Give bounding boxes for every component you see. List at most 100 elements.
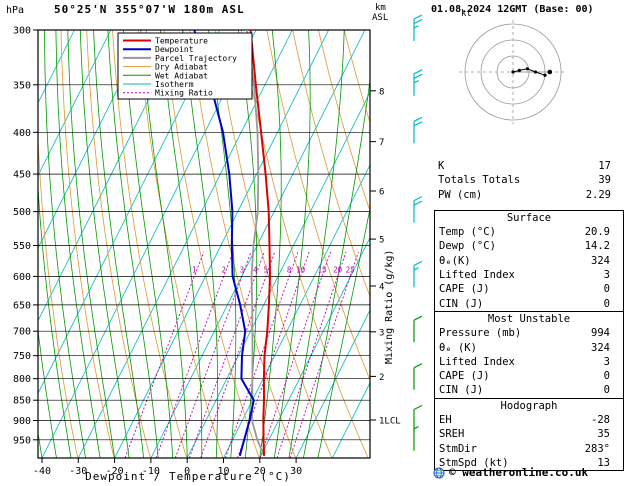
dry-adiabat-line: [38, 132, 79, 458]
stat-row: Temp (°C) 20.9: [435, 225, 623, 239]
km-tick-label: 8: [379, 87, 384, 97]
mixing-ratio-line: [200, 251, 276, 458]
stat-row: CIN (J) 0: [435, 297, 623, 311]
stat-row: θₑ(K) 324: [435, 254, 623, 268]
pressure-tick-label: 750: [13, 351, 31, 362]
stats-section: Surface Temp (°C) 20.9 Dewp (°C) 14.2 θₑ(K) 32…: [435, 211, 623, 311]
skewt-chart: 3003504004505005506006507007508008509009…: [0, 14, 429, 477]
dry-adiabat-line: [421, 30, 429, 458]
mixing-ratio-label: 2: [221, 265, 226, 274]
temperature-curve: [249, 30, 271, 456]
stat-value: 324: [591, 254, 610, 267]
stat-row: Totals Totals 39: [434, 173, 624, 187]
mixing-ratio-label: 3: [240, 265, 245, 274]
mixing-ratio-label: 25: [346, 265, 355, 274]
stat-row: StmDir 283°: [435, 442, 623, 456]
mixing-ratio-line: [174, 251, 252, 458]
legend-box: [117, 32, 253, 100]
km-tick-label: 7: [379, 138, 384, 148]
hodograph: kt: [459, 9, 567, 124]
isotherm-line: [38, 30, 112, 177]
temp-tick-label: -20: [106, 466, 124, 477]
pressure-tick-label: 900: [13, 416, 31, 427]
stat-row: Pressure (mb) 994: [435, 326, 623, 340]
globe-icon: [433, 467, 445, 478]
stat-row: CIN (J) 0: [435, 383, 623, 397]
wet-adiabat-line: [288, 30, 345, 458]
stat-label: Temp (°C): [439, 226, 496, 239]
stat-value: 39: [598, 174, 611, 187]
storm-motion-dot: [547, 69, 553, 75]
stat-value: 0: [603, 370, 610, 383]
legend-label: Parcel Trajectory: [155, 54, 237, 63]
stats-panel: K 17 Totals Totals 39 PW (cm) 2.29 Surface Temp…: [434, 159, 624, 472]
mixing-ratio-label: 8: [287, 265, 292, 274]
temp-tick-label: -30: [69, 466, 87, 477]
stat-label: StmDir: [439, 442, 477, 455]
mixing-ratio-line: [188, 251, 265, 458]
hodo-trace-point: [517, 68, 521, 72]
mixing-ratio-label: 1: [192, 265, 197, 274]
stat-value: 20.9: [584, 226, 610, 239]
lcl-label: 1LCL: [379, 417, 401, 427]
stat-value: 13: [597, 456, 610, 469]
legend-label: Wet Adiabat: [155, 71, 208, 80]
mixing-ratio-axis-label: Mixing Ratio (g/kg): [384, 249, 395, 364]
credit-text: © weatheronline.co.uk: [449, 466, 589, 479]
stat-row: θₑ (K) 324: [435, 341, 623, 355]
mixing-ratio-line: [224, 251, 299, 458]
km-tick-label: 2: [379, 373, 384, 383]
mixing-ratio-line: [155, 251, 234, 458]
stat-label: Dewp (°C): [439, 240, 496, 253]
wet-adiabat-line: [44, 30, 86, 458]
section-title: Most Unstable: [487, 312, 571, 325]
pressure-tick-label: 400: [13, 128, 31, 139]
legend-label: Dry Adiabat: [155, 63, 208, 72]
stat-value: 3: [603, 355, 610, 368]
legend-label: Dewpoint: [155, 45, 194, 54]
dry-adiabat-line: [396, 30, 429, 458]
stat-row: StmSpd (kt) 13: [435, 456, 623, 470]
stat-label: CIN (J): [439, 297, 484, 310]
altitude-unit-label: km: [375, 3, 386, 13]
pressure-tick-label: 700: [13, 327, 31, 338]
mixing-ratio-label: 20: [333, 265, 343, 274]
isotherm-line: [77, 30, 293, 458]
stat-label: CIN (J): [439, 384, 484, 397]
stat-label: θₑ (K): [439, 341, 477, 354]
temp-tick-label: 10: [217, 466, 229, 477]
wet-adiabat-line: [38, 326, 57, 458]
temp-tick-label: 30: [290, 466, 302, 477]
pressure-tick-label: 600: [13, 272, 31, 283]
dry-adiabat-line: [318, 30, 370, 212]
stat-label: EH: [439, 414, 452, 427]
stat-value: 994: [591, 327, 610, 340]
stat-row: Dewp (°C) 14.2: [435, 239, 623, 253]
stat-label: Lifted Index: [439, 269, 515, 282]
parcel-trajectory-curve: [246, 30, 265, 457]
temp-tick-label: -10: [142, 466, 160, 477]
stat-label: StmSpd (kt): [439, 456, 509, 469]
mixing-ratio-label: 15: [317, 265, 326, 274]
isotherm-line: [332, 381, 370, 458]
footer-credit: © weatheronline.co.uk: [433, 466, 588, 479]
stat-row: PW (cm) 2.29: [434, 188, 624, 202]
stat-label: CAPE (J): [439, 283, 490, 296]
stat-row: Lifted Index 3: [435, 268, 623, 282]
legend-label: Mixing Ratio: [155, 89, 213, 98]
wet-adiabat-line: [0, 30, 13, 458]
km-tick-label: 3: [379, 328, 384, 338]
pressure-tick-label: 850: [13, 396, 31, 407]
stat-value: 324: [591, 341, 610, 354]
temp-tick-label: 20: [254, 466, 266, 477]
pressure-tick-label: 450: [13, 170, 31, 181]
mixing-ratio-label: 4: [253, 265, 258, 274]
pressure-tick-label: 350: [13, 80, 31, 91]
altitude-ref-label: ASL: [372, 13, 389, 23]
km-tick-label: 5: [379, 236, 384, 246]
legend-label: Isotherm: [155, 80, 194, 89]
isotherm-line: [150, 30, 366, 458]
hodo-trace-point: [525, 67, 529, 71]
hodo-ring: [464, 23, 562, 121]
stat-value: -28: [591, 414, 610, 427]
